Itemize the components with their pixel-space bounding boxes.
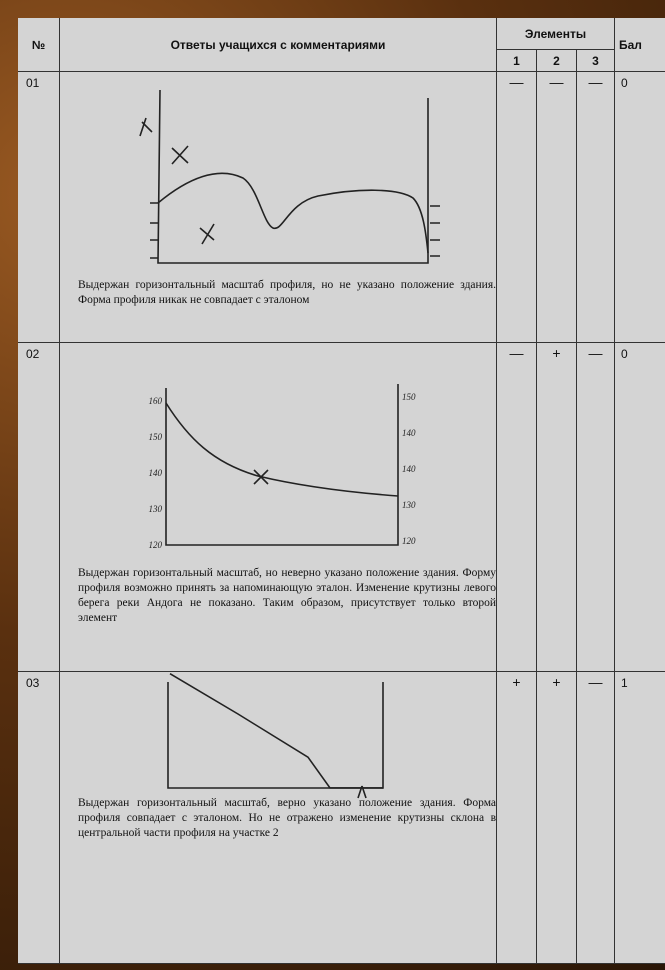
table: № Ответы учащихся с комментариями Элемен… [18, 18, 665, 964]
sketch-profile [170, 674, 383, 788]
page: № Ответы учащихся с комментариями Элемен… [0, 0, 665, 970]
sketch-3 [18, 18, 665, 964]
sketch-axes [168, 682, 383, 788]
